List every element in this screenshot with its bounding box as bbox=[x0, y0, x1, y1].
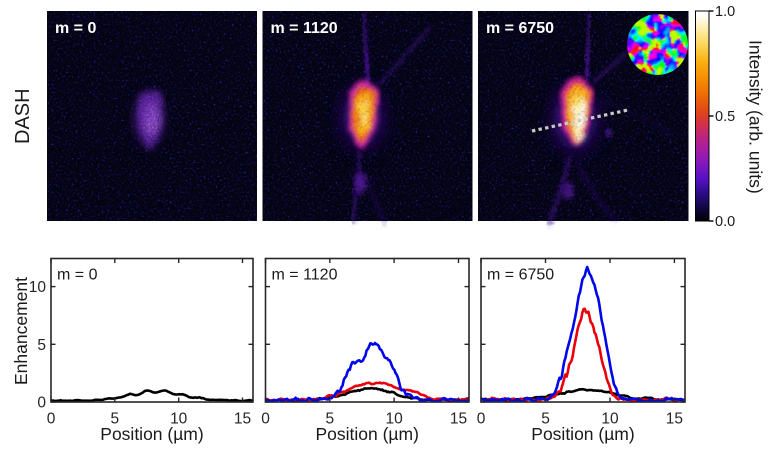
svg-text:m = 0: m = 0 bbox=[57, 267, 98, 284]
svg-text:15: 15 bbox=[666, 411, 683, 428]
svg-text:1.0: 1.0 bbox=[715, 4, 735, 20]
svg-text:Intensity (arb. units): Intensity (arb. units) bbox=[746, 40, 766, 194]
svg-text:15: 15 bbox=[450, 411, 467, 428]
svg-text:0: 0 bbox=[37, 395, 46, 412]
svg-text:m = 6750: m = 6750 bbox=[487, 267, 554, 284]
svg-text:0.5: 0.5 bbox=[715, 109, 735, 125]
svg-text:10: 10 bbox=[385, 411, 403, 428]
svg-text:m = 1120: m = 1120 bbox=[271, 20, 338, 37]
svg-text:5: 5 bbox=[325, 411, 334, 428]
svg-text:Enhancement: Enhancement bbox=[11, 277, 31, 385]
svg-text:5: 5 bbox=[110, 411, 119, 428]
svg-text:Position (µm): Position (µm) bbox=[531, 424, 634, 444]
svg-text:m = 6750: m = 6750 bbox=[486, 20, 554, 37]
svg-text:0: 0 bbox=[47, 411, 56, 428]
svg-text:m = 1120: m = 1120 bbox=[272, 267, 338, 284]
svg-text:5: 5 bbox=[37, 337, 46, 354]
svg-text:0: 0 bbox=[477, 411, 486, 428]
svg-text:Position (µm): Position (µm) bbox=[100, 424, 203, 444]
svg-text:m = 0: m = 0 bbox=[55, 20, 96, 37]
svg-text:10: 10 bbox=[29, 279, 47, 296]
svg-text:5: 5 bbox=[541, 411, 550, 428]
svg-text:10: 10 bbox=[601, 411, 619, 428]
svg-text:0.0: 0.0 bbox=[715, 214, 735, 230]
svg-text:15: 15 bbox=[234, 411, 251, 428]
svg-text:Position (µm): Position (µm) bbox=[315, 424, 418, 444]
svg-text:DASH: DASH bbox=[12, 88, 34, 144]
svg-text:0: 0 bbox=[261, 411, 270, 428]
svg-text:10: 10 bbox=[170, 411, 188, 428]
